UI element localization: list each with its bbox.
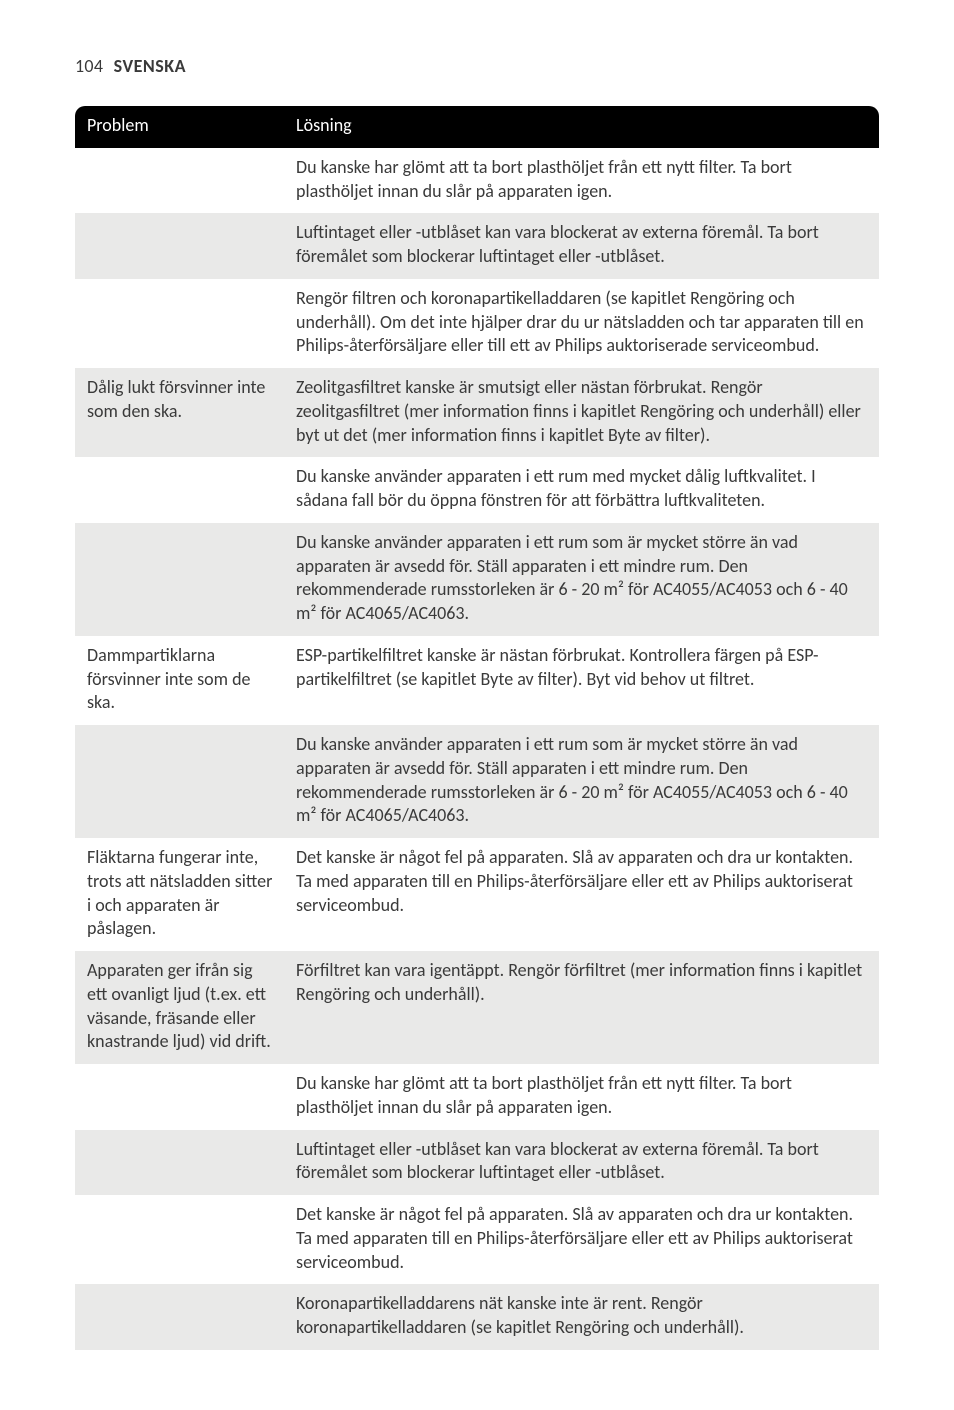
table-row: Dålig lukt försvinner inte som den ska.Z… [75,368,879,457]
table-row: Du kanske har glömt att ta bort plasthöl… [75,148,879,214]
table-header-solution: Lösning [284,106,879,147]
table-row: Rengör filtren och koronapartikelladdare… [75,279,879,368]
solution-cell: Förfiltret kan vara igentäppt. Rengör fö… [284,951,879,1064]
solution-cell: Det kanske är något fel på apparaten. Sl… [284,1195,879,1284]
solution-cell: ESP-partikelfiltret kanske är nästan för… [284,636,879,725]
solution-cell: Det kanske är något fel på apparaten. Sl… [284,838,879,951]
problem-cell: Fläktarna fungerar inte, trots att nätsl… [75,838,284,951]
problem-cell [75,1064,284,1130]
solution-cell: Zeolitgasfiltret kanske är smutsigt elle… [284,368,879,457]
table-body: Du kanske har glömt att ta bort plasthöl… [75,148,879,1350]
solution-cell: Du kanske använder apparaten i ett rum m… [284,457,879,523]
page-number: 104 [75,55,103,77]
troubleshooting-table: Problem Lösning Du kanske har glömt att … [75,106,879,1349]
solution-cell: Luftintaget eller -utblåset kan vara blo… [284,213,879,279]
table-row: Dammpartiklarna försvinner inte som de s… [75,636,879,725]
problem-cell [75,457,284,523]
problem-cell: Apparaten ger ifrån sig ett ovanligt lju… [75,951,284,1064]
table-row: Koronapartikelladdarens nät kanske inte … [75,1284,879,1350]
solution-cell: Luftintaget eller -utblåset kan vara blo… [284,1130,879,1196]
solution-cell: Du kanske använder apparaten i ett rum s… [284,725,879,838]
table-row: Det kanske är något fel på apparaten. Sl… [75,1195,879,1284]
solution-cell: Du kanske använder apparaten i ett rum s… [284,523,879,636]
table-row: Du kanske använder apparaten i ett rum s… [75,523,879,636]
problem-cell: Dålig lukt försvinner inte som den ska. [75,368,284,457]
problem-cell [75,279,284,368]
table-row: Luftintaget eller -utblåset kan vara blo… [75,213,879,279]
problem-cell [75,148,284,214]
solution-cell: Du kanske har glömt att ta bort plasthöl… [284,1064,879,1130]
page-header: 104 SVENSKA [75,55,879,78]
solution-cell: Rengör filtren och koronapartikelladdare… [284,279,879,368]
problem-cell: Dammpartiklarna försvinner inte som de s… [75,636,284,725]
table-row: Du kanske har glömt att ta bort plasthöl… [75,1064,879,1130]
page-language: SVENSKA [114,55,186,77]
table-row: Fläktarna fungerar inte, trots att nätsl… [75,838,879,951]
problem-cell [75,523,284,636]
table-row: Du kanske använder apparaten i ett rum m… [75,457,879,523]
table-header-problem: Problem [75,106,284,147]
problem-cell [75,725,284,838]
problem-cell [75,1195,284,1284]
table-row: Apparaten ger ifrån sig ett ovanligt lju… [75,951,879,1064]
table-header-row: Problem Lösning [75,106,879,147]
table-row: Luftintaget eller -utblåset kan vara blo… [75,1130,879,1196]
solution-cell: Koronapartikelladdarens nät kanske inte … [284,1284,879,1350]
solution-cell: Du kanske har glömt att ta bort plasthöl… [284,148,879,214]
problem-cell [75,1284,284,1350]
problem-cell [75,1130,284,1196]
table-row: Du kanske använder apparaten i ett rum s… [75,725,879,838]
problem-cell [75,213,284,279]
